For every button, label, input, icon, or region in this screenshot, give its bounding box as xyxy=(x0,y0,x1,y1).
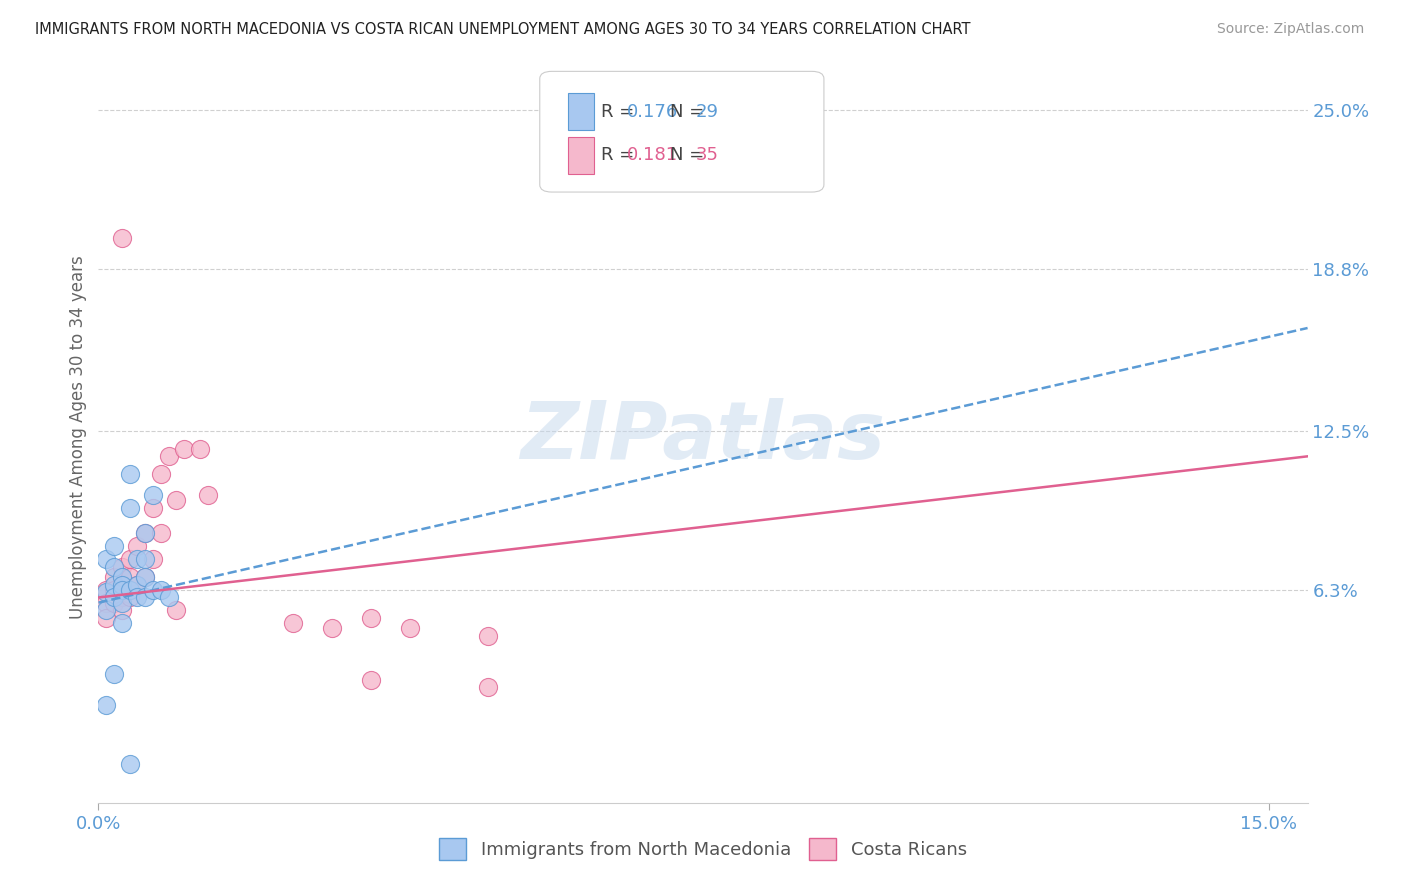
FancyBboxPatch shape xyxy=(568,94,595,130)
Point xyxy=(111,577,134,591)
Point xyxy=(103,577,125,591)
Point xyxy=(134,591,156,605)
Point xyxy=(118,467,141,482)
Point xyxy=(134,526,156,541)
Text: R =: R = xyxy=(602,103,640,120)
Point xyxy=(111,559,134,574)
Point xyxy=(111,596,134,610)
Point xyxy=(134,526,156,541)
Point xyxy=(197,488,219,502)
Point xyxy=(477,629,499,643)
Point xyxy=(157,450,180,464)
Point xyxy=(477,681,499,695)
Point xyxy=(118,582,141,597)
Point xyxy=(96,698,118,713)
Y-axis label: Unemployment Among Ages 30 to 34 years: Unemployment Among Ages 30 to 34 years xyxy=(69,255,87,619)
Text: N =: N = xyxy=(671,146,710,164)
Point xyxy=(118,570,141,584)
Point xyxy=(103,667,125,681)
Point xyxy=(399,621,422,635)
Text: 0.181: 0.181 xyxy=(627,146,678,164)
Point xyxy=(142,488,165,502)
Point xyxy=(111,570,134,584)
Point xyxy=(96,582,118,597)
Point xyxy=(134,552,156,566)
Point xyxy=(111,231,134,245)
Point xyxy=(103,582,125,597)
Point xyxy=(118,757,141,772)
Point xyxy=(321,621,343,635)
Legend: Immigrants from North Macedonia, Costa Ricans: Immigrants from North Macedonia, Costa R… xyxy=(439,838,967,860)
Point xyxy=(96,552,118,566)
Point xyxy=(127,577,149,591)
Text: 35: 35 xyxy=(696,146,718,164)
Text: IMMIGRANTS FROM NORTH MACEDONIA VS COSTA RICAN UNEMPLOYMENT AMONG AGES 30 TO 34 : IMMIGRANTS FROM NORTH MACEDONIA VS COSTA… xyxy=(35,22,970,37)
Point xyxy=(103,596,125,610)
Point xyxy=(127,591,149,605)
Point xyxy=(111,591,134,605)
Text: 0.176: 0.176 xyxy=(627,103,678,120)
Point xyxy=(165,492,187,507)
Point xyxy=(142,582,165,597)
Text: R =: R = xyxy=(602,146,640,164)
Point xyxy=(283,616,305,631)
Point xyxy=(134,570,156,584)
Point xyxy=(111,616,134,631)
Text: ZIPatlas: ZIPatlas xyxy=(520,398,886,476)
Point xyxy=(111,603,134,617)
Point xyxy=(96,585,118,599)
Point xyxy=(127,539,149,553)
Point xyxy=(103,570,125,584)
Point xyxy=(111,570,134,584)
Point xyxy=(96,603,118,617)
FancyBboxPatch shape xyxy=(540,71,824,192)
Point xyxy=(157,591,180,605)
Point xyxy=(103,539,125,553)
Point xyxy=(127,552,149,566)
FancyBboxPatch shape xyxy=(568,137,595,174)
Point xyxy=(149,467,172,482)
Point xyxy=(103,559,125,574)
Point xyxy=(360,673,382,687)
Point xyxy=(111,582,134,597)
Point xyxy=(96,611,118,625)
Point xyxy=(149,526,172,541)
Text: N =: N = xyxy=(671,103,710,120)
Point xyxy=(118,591,141,605)
Text: Source: ZipAtlas.com: Source: ZipAtlas.com xyxy=(1216,22,1364,37)
Point xyxy=(360,611,382,625)
Point xyxy=(173,442,195,456)
Point xyxy=(134,570,156,584)
Text: 29: 29 xyxy=(696,103,718,120)
Point xyxy=(142,552,165,566)
Point xyxy=(127,577,149,591)
Point xyxy=(188,442,211,456)
Point xyxy=(118,500,141,515)
Point xyxy=(149,582,172,597)
Point xyxy=(142,500,165,515)
Point xyxy=(118,552,141,566)
Point xyxy=(165,603,187,617)
Point xyxy=(96,596,118,610)
Point xyxy=(103,591,125,605)
